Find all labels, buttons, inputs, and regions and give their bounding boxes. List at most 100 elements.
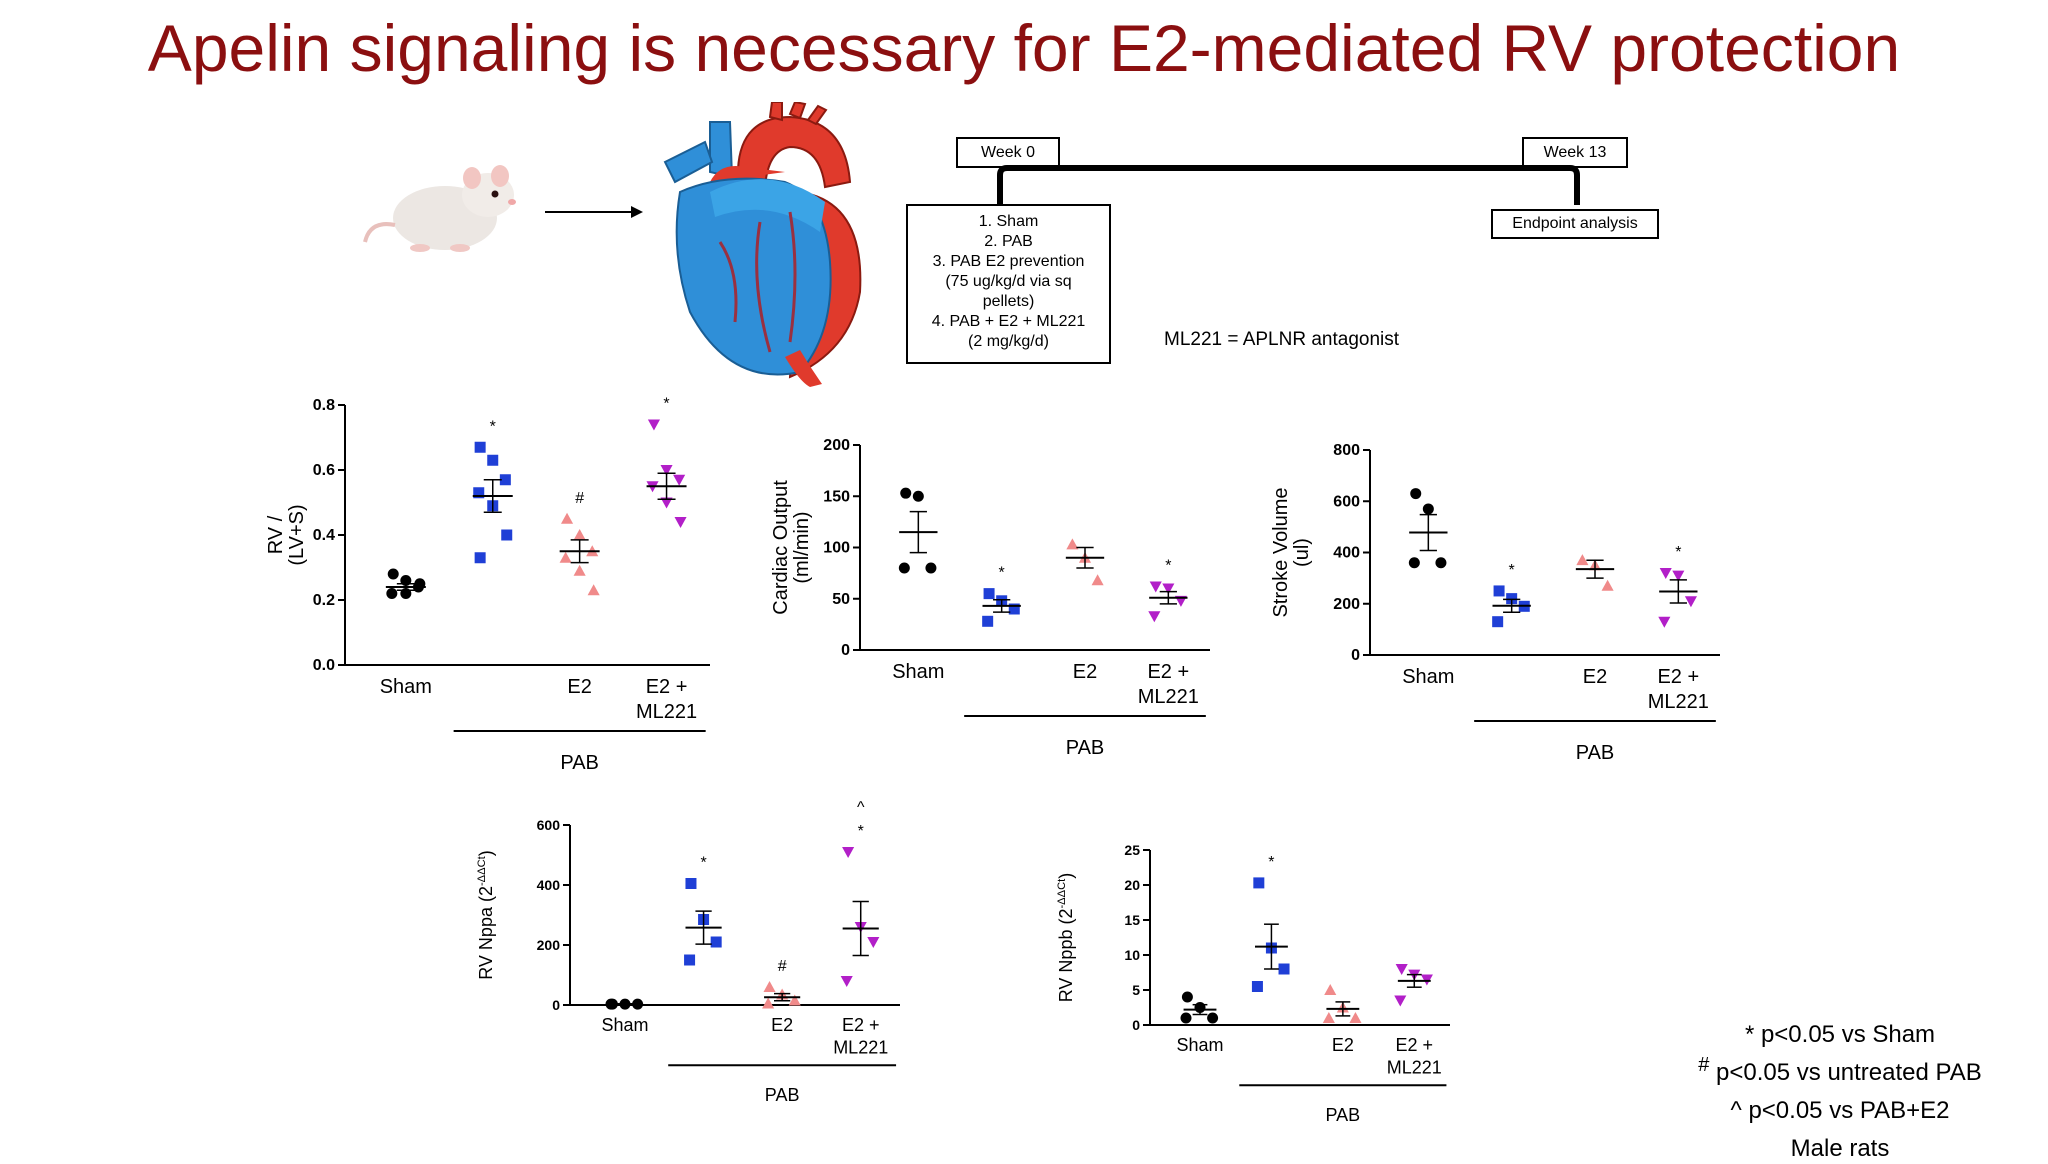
x-tick-label: E2 [771,1015,793,1035]
data-point [1506,593,1518,605]
x-tick-label: Sham [1402,666,1454,688]
data-point [1253,877,1265,889]
data-point [1181,991,1193,1003]
data-point [1180,1012,1192,1024]
chart-stroke-volume: 0 200 400 600 800 Stroke Volume(ul) Sham * E2 * E2… [1270,442,1720,764]
significance-mark: ^ [857,799,865,816]
chart-cardiac-output: 0 50 100 150 200 Cardiac Output(ml/min) Sham * E… [770,437,1210,759]
chart-rv-nppb: 0 5 10 15 20 25 RV Nppb (2-ΔΔCt) Sham * E2 E2 + ML2… [1056,842,1450,1125]
data-point [1576,554,1589,566]
data-point [1349,1011,1362,1023]
y-tick-label: 0 [1351,647,1360,664]
y-tick-label: 400 [1333,545,1360,562]
data-point [1066,538,1079,550]
data-point [1395,964,1408,976]
x-tick-label: E2 [1073,661,1097,683]
data-point [983,588,995,600]
treatment-groups-box: 1. Sham 2. PAB 3. PAB E2 prevention (75 … [906,204,1111,364]
y-tick-label: 0 [1132,1017,1140,1033]
data-point [473,487,485,499]
data-point [487,454,499,466]
data-point [674,517,687,529]
y-tick-label: 200 [823,437,850,454]
significance-mark: * [858,823,864,840]
data-point [673,474,686,486]
ml221-note: ML221 = APLNR antagonist [1164,329,1400,350]
data-point [573,528,586,540]
data-point [898,562,910,574]
data-point [559,551,572,563]
y-tick-label: 0.0 [313,657,335,674]
data-point [387,568,399,580]
significance-legend: * p<0.05 vs Sham # p<0.05 vs untreated P… [1650,1012,2030,1164]
y-axis-label: Cardiac Output(ml/min) [770,480,813,615]
group-line: pellets) [982,293,1035,310]
data-point [1324,983,1337,995]
data-point [900,487,912,499]
data-point [925,562,937,574]
legend-line-pab: # p<0.05 vs untreated PAB [1698,1054,1982,1086]
significance-mark: * [1268,854,1274,871]
y-axis-label: RV /(LV+S) [265,504,308,565]
data-point [1207,1012,1219,1024]
data-point [647,419,660,431]
y-tick-label: 10 [1124,947,1140,963]
data-point [763,980,776,992]
data-point [660,497,673,509]
arrow-icon [545,206,643,218]
significance-mark: * [663,396,669,413]
x-tick-label: E2 + ML221 [636,676,697,723]
legend-line-male-rats: Male rats [1790,1135,1890,1162]
x-tick-label: Sham [601,1015,648,1035]
data-point [710,936,722,948]
group-line: (2 mg/kg/d) [968,333,1049,350]
significance-mark: # [778,958,787,975]
y-tick-label: 800 [1333,442,1360,459]
week0-box: Week 0 [956,137,1060,168]
significance-mark: * [1165,557,1171,574]
significance-mark: ^ [663,385,671,389]
y-tick-label: 400 [537,877,561,893]
data-point [762,997,775,1009]
x-tick-label: E2 [1332,1035,1354,1055]
group-line: 2. PAB [984,233,1033,250]
data-point [1410,488,1422,500]
y-tick-label: 0.6 [313,462,335,479]
group-line: 3. PAB E2 prevention [932,253,1085,270]
significance-mark: * [999,565,1005,582]
rat-illustration [363,165,516,252]
data-point [587,584,600,596]
y-axis-label: Stroke Volume(ul) [1270,487,1313,617]
heart-illustration [663,102,862,387]
x-tick-label: E2 [1583,666,1607,688]
data-point [1422,503,1434,515]
chart-rv-ratio: 0.0 0.2 0.4 0.6 0.8 RV /(LV+S) Sham * # E2 * ^ E2 +M… [265,385,710,774]
significance-mark: * [490,418,496,435]
significance-mark: * [1509,562,1515,579]
legend-line-sham: * p<0.05 vs Sham [1744,1021,1936,1048]
data-point [840,976,853,988]
data-point [474,552,486,564]
data-point [1148,611,1161,623]
y-tick-label: 25 [1124,842,1140,858]
data-point [660,465,673,477]
x-tick-label: Sham [892,661,944,683]
data-point [1162,583,1175,595]
y-axis-label: RV Nppa (2-ΔΔCt) [476,850,496,980]
slide-title: Apelin signaling is necessary for E2-med… [147,11,1901,85]
data-point [1278,963,1290,975]
data-point [501,529,513,541]
data-point [1601,579,1614,591]
data-point [684,954,696,966]
y-tick-label: 50 [832,591,850,608]
x-tick-label: Sham [1176,1035,1223,1055]
data-point [560,512,574,524]
data-point [1008,603,1020,615]
chart-rv-nppa: 0 200 400 600 RV Nppa (2-ΔΔCt) Sham * # E2 * ^ E2 +… [476,799,900,1105]
data-point [1659,568,1672,580]
group-line: 1. Sham [978,213,1039,230]
significance-mark: * [700,855,706,872]
group-line: 4. PAB + E2 + ML221 [931,313,1086,330]
x-tick-label: E2 + ML221 [1648,666,1709,713]
y-tick-label: 5 [1132,982,1140,998]
